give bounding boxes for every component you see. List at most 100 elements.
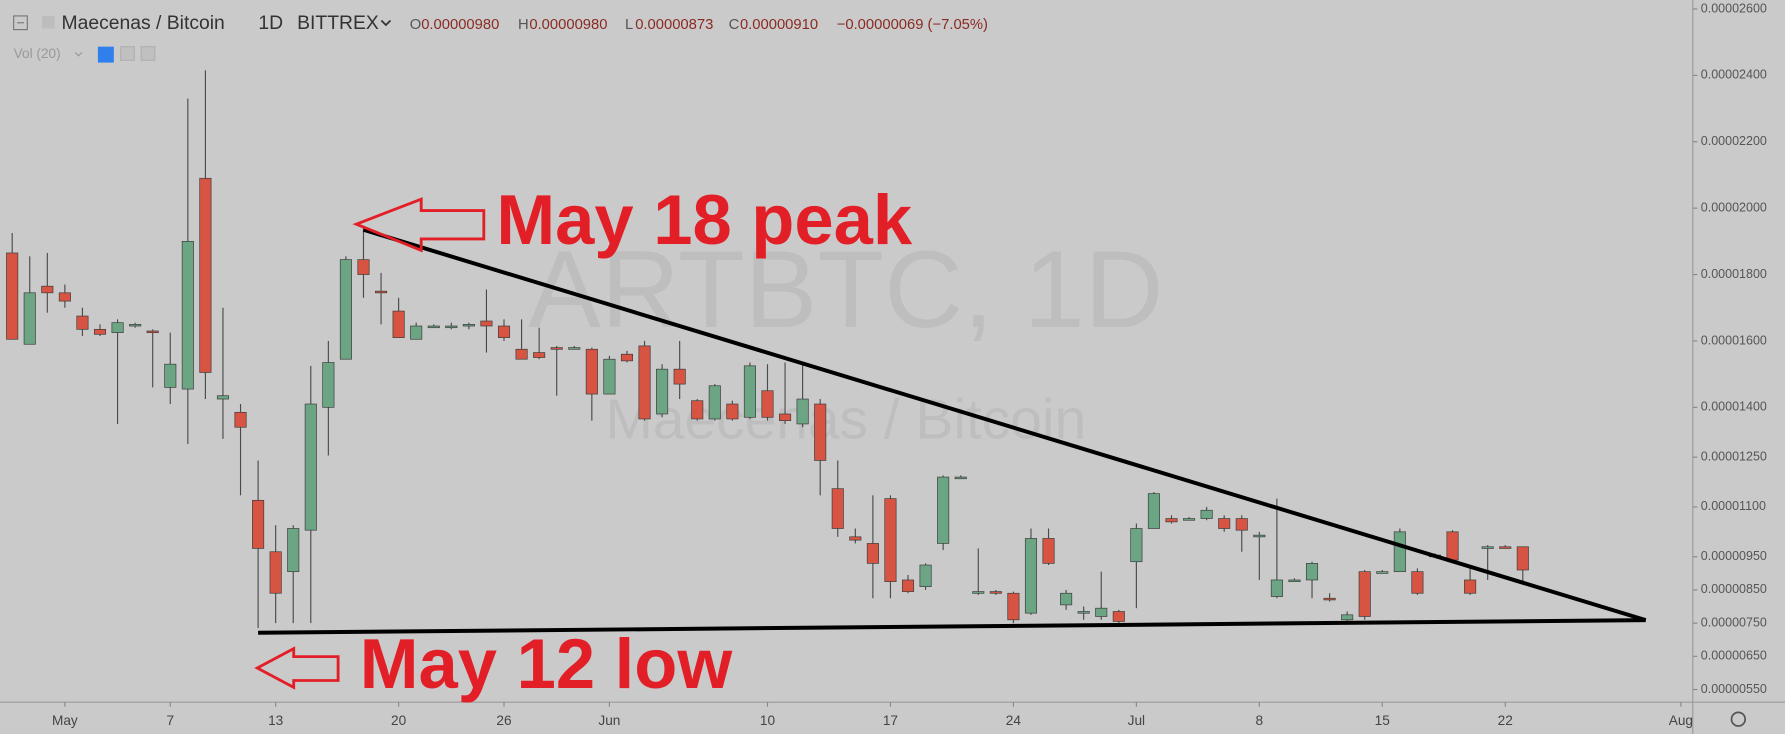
candle-body bbox=[1130, 528, 1143, 563]
candle-body bbox=[761, 390, 774, 418]
y-tick-label: 0.00002600 bbox=[1701, 1, 1767, 15]
watermark-name: Maecenas / Bitcoin bbox=[605, 387, 1086, 451]
y-tick-label: 0.00001800 bbox=[1701, 267, 1767, 281]
interval[interactable]: 1D bbox=[258, 12, 283, 34]
x-tick-label: 10 bbox=[760, 713, 776, 728]
candle-body bbox=[1253, 534, 1266, 538]
y-tick-label: 0.00000850 bbox=[1701, 582, 1767, 596]
candle-body bbox=[1095, 607, 1108, 617]
candle-body bbox=[533, 352, 546, 358]
candle-body bbox=[515, 348, 528, 360]
candle-body bbox=[1464, 579, 1477, 594]
candle-body bbox=[954, 476, 967, 480]
candle-body bbox=[375, 290, 388, 294]
high-label: H bbox=[518, 17, 529, 33]
candle-body bbox=[445, 325, 458, 329]
x-tick-label: 17 bbox=[883, 713, 898, 728]
y-tick-label: 0.00001100 bbox=[1701, 499, 1766, 513]
high-value: 0.00000980 bbox=[529, 17, 607, 33]
candle-body bbox=[23, 292, 36, 345]
candle-body bbox=[1007, 592, 1020, 621]
symbol-icon bbox=[42, 15, 55, 29]
candle-body bbox=[1183, 518, 1196, 521]
x-tick-label: 7 bbox=[166, 713, 174, 728]
candle-body bbox=[1060, 592, 1073, 606]
candle-body bbox=[427, 325, 440, 329]
y-tick-label: 0.00000550 bbox=[1701, 682, 1767, 696]
candle-body bbox=[1235, 518, 1248, 531]
candle-body bbox=[93, 328, 107, 335]
candle-body bbox=[76, 315, 89, 330]
y-tick-label: 0.00001400 bbox=[1701, 400, 1767, 414]
settings-gear[interactable] bbox=[1730, 711, 1747, 727]
candle-body bbox=[234, 411, 247, 428]
indicator-chevron[interactable] bbox=[74, 51, 83, 57]
close-label: C bbox=[729, 17, 740, 33]
candle-body bbox=[497, 325, 511, 338]
candle-body bbox=[866, 543, 879, 564]
candle-body bbox=[779, 413, 792, 421]
candle-body bbox=[269, 551, 282, 594]
candle-body bbox=[989, 591, 1002, 594]
annotation: May 12 low bbox=[360, 624, 734, 703]
candle-body bbox=[1516, 546, 1529, 571]
candle-body bbox=[831, 488, 844, 529]
x-tick-label: 24 bbox=[1006, 713, 1022, 728]
candle-body bbox=[603, 358, 616, 395]
x-tick-label: May bbox=[52, 713, 78, 728]
y-tick-label: 0.00000950 bbox=[1701, 549, 1767, 563]
candle-body bbox=[1358, 571, 1371, 617]
candle-body bbox=[691, 400, 704, 420]
collapse-icon[interactable] bbox=[13, 15, 28, 31]
open-label: O bbox=[410, 17, 422, 33]
candle-body bbox=[1446, 531, 1459, 561]
candle-body bbox=[656, 368, 669, 415]
candle-body bbox=[1200, 509, 1213, 519]
y-tick-label: 0.00002200 bbox=[1701, 134, 1767, 148]
x-tick-label: 8 bbox=[1256, 713, 1264, 728]
candle-body bbox=[638, 345, 651, 420]
candle-body bbox=[58, 292, 71, 302]
candle-body bbox=[1393, 531, 1406, 573]
candle-body bbox=[1499, 546, 1512, 549]
candle-body bbox=[1165, 518, 1178, 523]
candle-body bbox=[392, 310, 405, 338]
y-tick-label: 0.00001600 bbox=[1701, 333, 1767, 347]
trendline bbox=[362, 227, 1647, 623]
candle-body bbox=[1288, 579, 1301, 583]
candle-body bbox=[585, 348, 598, 395]
candle-body bbox=[1218, 518, 1231, 529]
remove-icon[interactable] bbox=[140, 46, 156, 61]
peak-arrow bbox=[352, 197, 486, 253]
candle-body bbox=[199, 177, 212, 373]
low-arrow bbox=[254, 646, 340, 690]
candle-body bbox=[919, 564, 932, 587]
x-tick-label: 20 bbox=[391, 713, 407, 728]
y-tick-label: 0.00000650 bbox=[1701, 649, 1767, 663]
trendline bbox=[258, 618, 1646, 635]
candle-body bbox=[901, 579, 915, 592]
exchange: BITTREX bbox=[297, 12, 379, 34]
candle-body bbox=[1481, 546, 1494, 549]
candle-body bbox=[849, 536, 862, 541]
volume-indicator[interactable]: Vol (20) bbox=[14, 46, 61, 61]
candle-body bbox=[1270, 579, 1283, 597]
candle-body bbox=[216, 395, 229, 400]
settings-icon[interactable] bbox=[120, 46, 135, 61]
watermark-ticker: ARTBTC, 1D bbox=[528, 229, 1164, 351]
candle-body bbox=[322, 362, 335, 408]
candle-body bbox=[1024, 538, 1038, 614]
candle-body bbox=[568, 347, 581, 350]
y-tick-label: 0.00000750 bbox=[1701, 615, 1767, 629]
y-tick-label: 0.00002400 bbox=[1701, 68, 1767, 82]
dropdown-chevron[interactable] bbox=[380, 19, 392, 27]
candle-body bbox=[462, 324, 475, 327]
visibility-icon[interactable] bbox=[97, 46, 114, 63]
candle-body bbox=[181, 241, 194, 390]
candle-body bbox=[550, 347, 563, 350]
candle-body bbox=[6, 252, 19, 340]
candle-body bbox=[164, 363, 177, 388]
candle-body bbox=[1112, 611, 1125, 622]
